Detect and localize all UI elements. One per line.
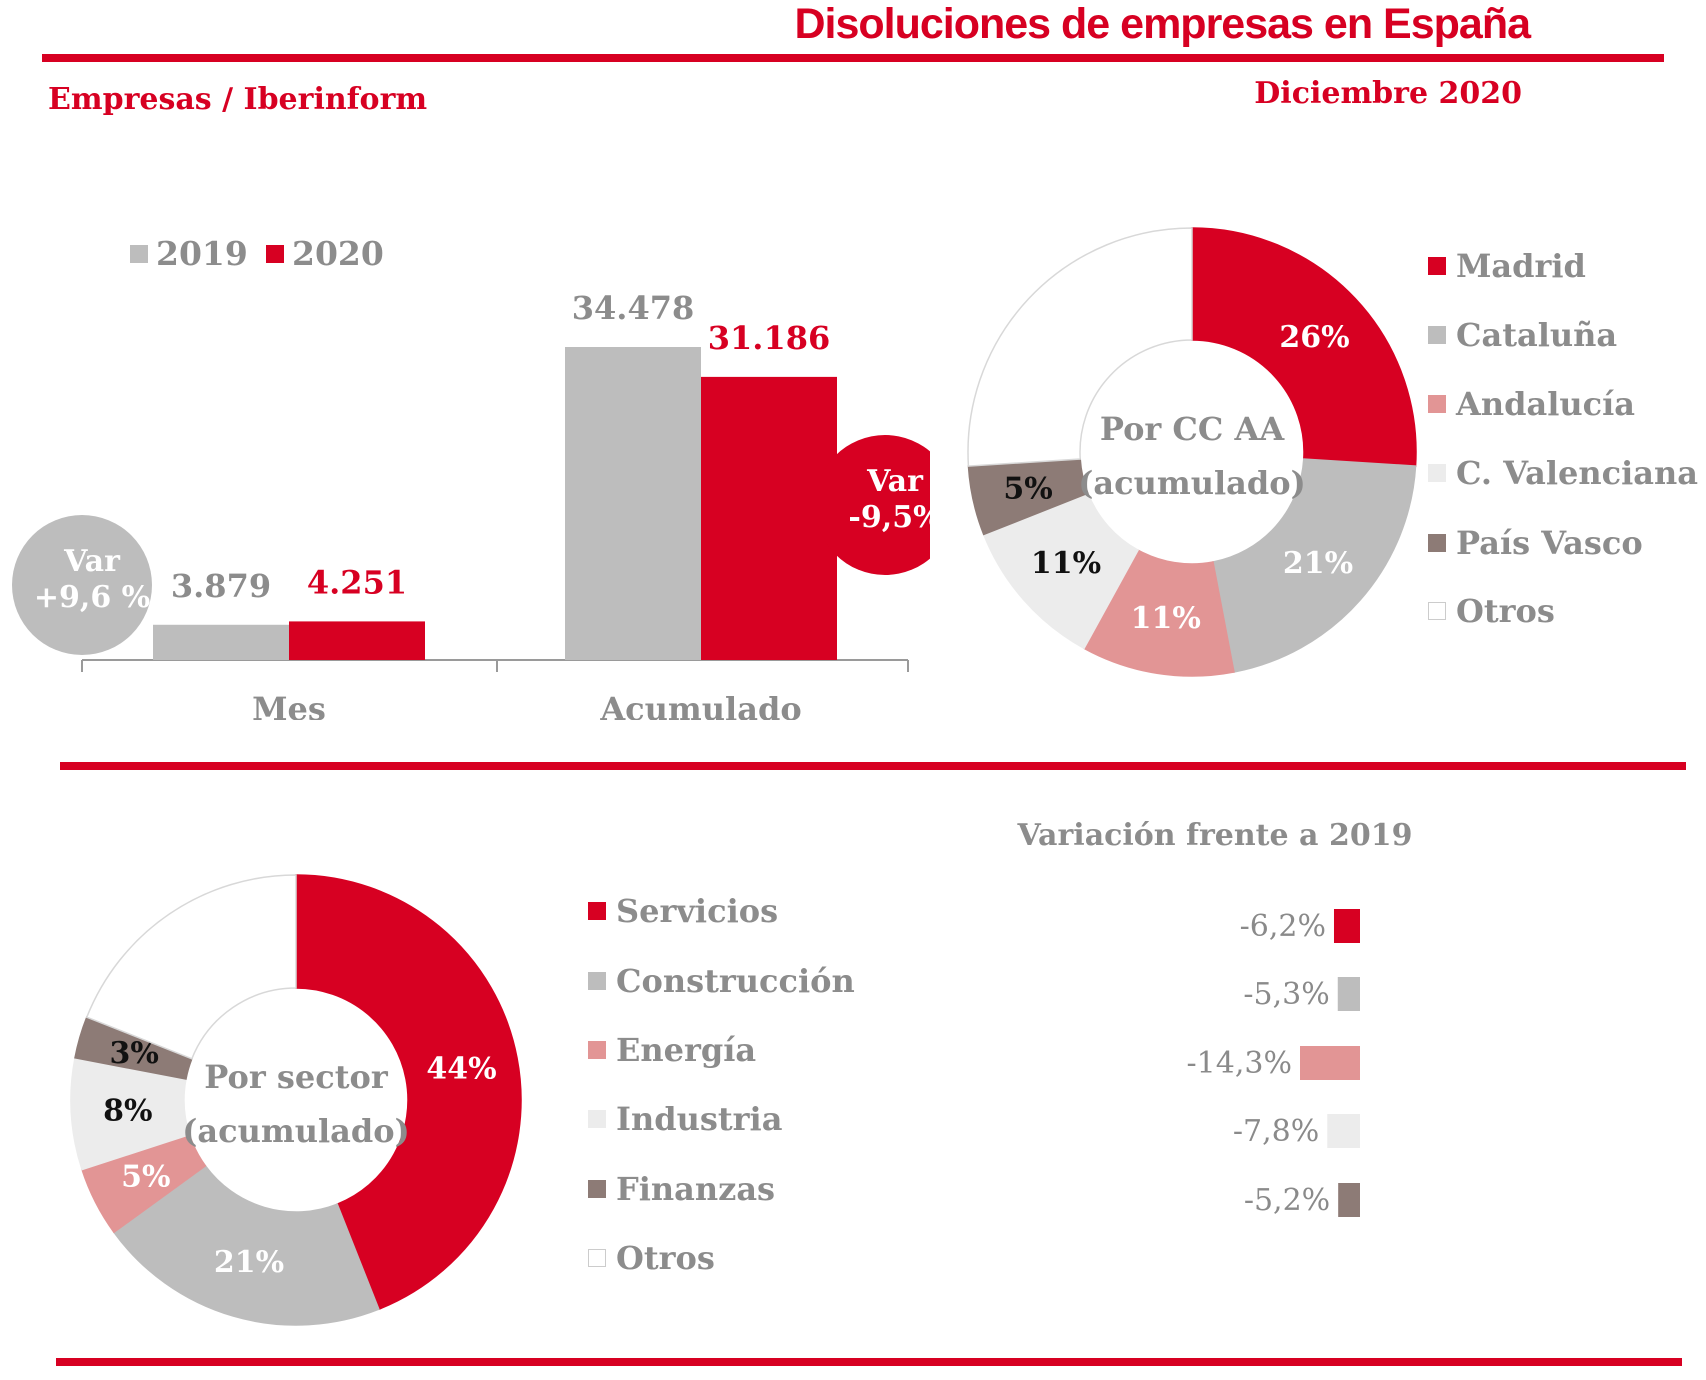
legend-label: C. Valenciana bbox=[1456, 454, 1698, 492]
sector-legend-item: Construcción bbox=[588, 962, 855, 1000]
legend-swatch bbox=[588, 1041, 606, 1059]
bottom-rule bbox=[56, 1358, 1682, 1366]
variation-bubble-label: Var bbox=[63, 544, 121, 579]
donut-slice-otros bbox=[85, 874, 297, 1060]
legend-label: Energía bbox=[616, 1031, 757, 1069]
legend-label: Cataluña bbox=[1456, 316, 1618, 354]
sector-legend-item: Servicios bbox=[588, 892, 778, 930]
slice-percent-label: 8% bbox=[103, 1094, 152, 1129]
variation-value-label: -14,3% bbox=[1187, 1046, 1292, 1081]
legend-label: Madrid bbox=[1456, 247, 1586, 285]
bar-value-label: 31.186 bbox=[708, 319, 830, 357]
donut-slice-servicios bbox=[295, 874, 522, 1311]
legend-label: Finanzas bbox=[616, 1170, 776, 1208]
donut-slice-madrid bbox=[1191, 227, 1417, 467]
sector-legend-item: Otros bbox=[588, 1239, 715, 1277]
legend-swatch bbox=[1428, 534, 1446, 552]
donut-slice-otros bbox=[967, 227, 1193, 467]
region-legend-item: País Vasco bbox=[1428, 524, 1643, 562]
donut-slice-construcci-n bbox=[112, 1164, 380, 1326]
slice-percent-label: 21% bbox=[1283, 546, 1353, 581]
variation-value-label: -5,3% bbox=[1243, 977, 1329, 1012]
x-tick-label: Acumulado bbox=[599, 690, 801, 720]
page-title: Disoluciones de empresas en España bbox=[794, 0, 1531, 48]
variation-value-label: -6,2% bbox=[1240, 909, 1326, 944]
legend-label: País Vasco bbox=[1456, 524, 1643, 562]
donut-center-label: (acumulado) bbox=[182, 1112, 410, 1150]
region-legend-item: Madrid bbox=[1428, 247, 1586, 285]
variation-bar-servicios bbox=[1333, 909, 1360, 943]
region-legend-item: Cataluña bbox=[1428, 316, 1617, 354]
variation-bar-construcci-n bbox=[1337, 977, 1360, 1011]
slice-percent-label: 11% bbox=[1131, 601, 1201, 636]
legend-swatch bbox=[1428, 464, 1446, 482]
variation-bar-chart: Variación frente a 2019 -6,2% -5,3% -14,3% -… bbox=[1017, 818, 1413, 1218]
slice-percent-label: 5% bbox=[1003, 472, 1052, 507]
variation-bubble-value: -9,5% bbox=[848, 500, 930, 535]
variation-bubble-value: +9,6 % bbox=[34, 580, 150, 615]
legend-swatch bbox=[588, 1110, 606, 1128]
source-label: Empresas / Iberinform bbox=[48, 82, 428, 117]
top-rule bbox=[42, 54, 1664, 62]
region-legend-item: Otros bbox=[1428, 592, 1555, 630]
variation-bubble bbox=[815, 435, 930, 575]
donut-center-label: (acumulado) bbox=[1078, 464, 1306, 502]
legend-label: Otros bbox=[616, 1239, 715, 1277]
bar-2020-mes bbox=[289, 621, 425, 660]
bar-2019-acumulado bbox=[565, 347, 701, 660]
bar-2019-mes bbox=[153, 624, 289, 660]
variation-bar-finanzas bbox=[1338, 1183, 1360, 1217]
region-donut-chart: 26% 21% 11% 11% 5% Por CC AA (acumulado) bbox=[967, 227, 1417, 677]
region-legend-item: C. Valenciana bbox=[1428, 454, 1698, 492]
sector-legend-item: Energía bbox=[588, 1031, 756, 1069]
variation-bubble-label: Var bbox=[866, 464, 924, 499]
sector-donut-chart: 44%21%5%8%3%Por sector(acumulado) bbox=[70, 874, 522, 1326]
slice-percent-label: 11% bbox=[1031, 546, 1101, 581]
legend-swatch-2019 bbox=[130, 245, 148, 263]
variation-value-label: -7,8% bbox=[1233, 1114, 1319, 1149]
variation-bar-energ-a bbox=[1300, 1046, 1360, 1080]
variation-bubble bbox=[12, 515, 152, 655]
legend-swatch bbox=[1428, 602, 1446, 620]
legend-label: Construcción bbox=[616, 962, 855, 1000]
x-tick-label: Mes bbox=[252, 690, 326, 720]
legend-swatch bbox=[588, 1249, 606, 1267]
date-label: Diciembre 2020 bbox=[1254, 76, 1522, 111]
legend-label: Servicios bbox=[616, 892, 779, 930]
variation-bar-industria bbox=[1327, 1114, 1360, 1148]
bar-value-label: 4.251 bbox=[307, 563, 407, 601]
sector-legend-item: Finanzas bbox=[588, 1170, 775, 1208]
bar-value-label: 34.478 bbox=[572, 289, 694, 327]
legend-swatch bbox=[588, 902, 606, 920]
legend-label: 2020 bbox=[292, 234, 384, 273]
sector-legend-item: Industria bbox=[588, 1100, 782, 1138]
variation-value-label: -5,2% bbox=[1244, 1183, 1330, 1218]
middle-rule bbox=[60, 762, 1686, 770]
legend-swatch bbox=[1428, 326, 1446, 344]
variation-chart-title: Variación frente a 2019 bbox=[1017, 818, 1413, 853]
donut-center-label: Por sector bbox=[204, 1058, 389, 1096]
legend-swatch bbox=[1428, 257, 1446, 275]
legend-label: 2019 bbox=[156, 234, 248, 273]
bar-2020-acumulado bbox=[701, 376, 837, 660]
legend-swatch bbox=[1428, 395, 1446, 413]
slice-percent-label: 44% bbox=[426, 1051, 496, 1086]
bar-value-label: 3.879 bbox=[171, 567, 271, 605]
legend-label: Andalucía bbox=[1456, 385, 1635, 423]
legend-label: Industria bbox=[616, 1100, 783, 1138]
donut-center-label: Por CC AA bbox=[1100, 410, 1285, 448]
donut-slice-catalu-a bbox=[1212, 458, 1417, 673]
dissolutions-bar-chart: 3.879 4.251 Mes 34.478 31.186 Acumulado 2019 20… bbox=[12, 234, 930, 720]
legend-swatch bbox=[588, 1180, 606, 1198]
slice-percent-label: 26% bbox=[1279, 320, 1349, 355]
slice-percent-label: 21% bbox=[214, 1245, 284, 1280]
legend-swatch bbox=[588, 972, 606, 990]
legend-swatch-2020 bbox=[266, 245, 284, 263]
legend-label: Otros bbox=[1456, 592, 1555, 630]
region-legend-item: Andalucía bbox=[1428, 385, 1635, 423]
slice-percent-label: 5% bbox=[121, 1159, 170, 1194]
